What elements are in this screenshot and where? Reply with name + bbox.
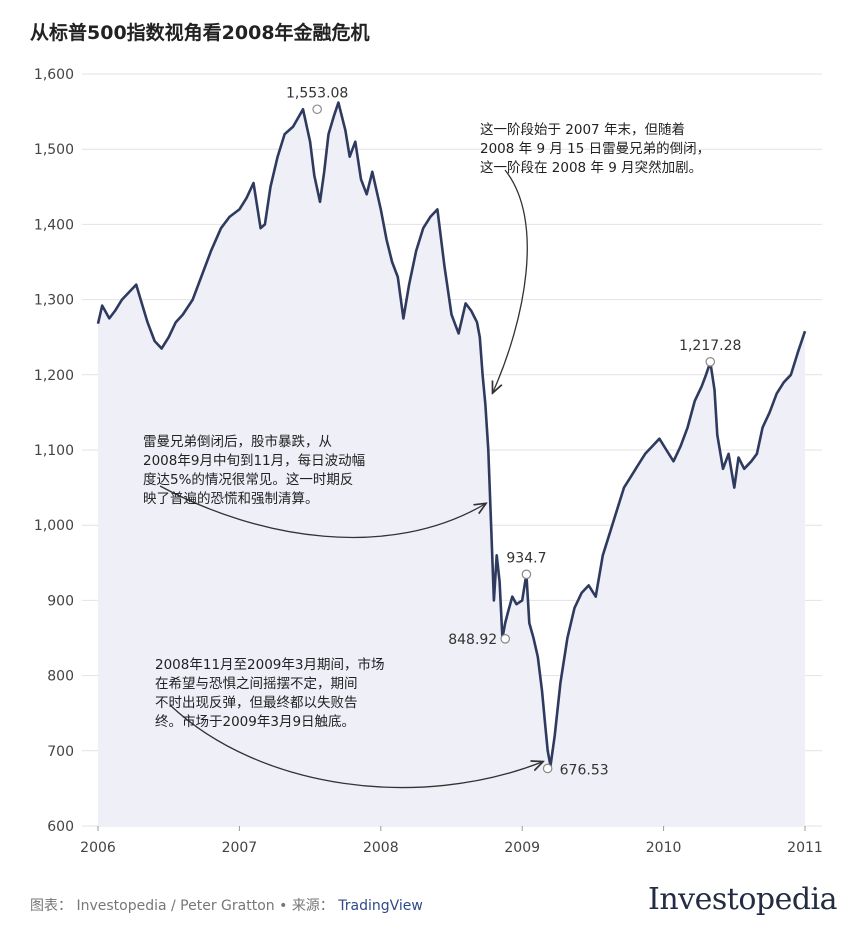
x-tick-label: 2008	[363, 840, 399, 856]
x-tick-label: 2006	[80, 840, 116, 856]
annotation-arrow-1	[493, 169, 528, 392]
x-tick-label: 2009	[504, 840, 540, 856]
y-tick-label: 1,000	[34, 518, 74, 534]
y-tick-label: 900	[47, 593, 74, 609]
annotation-value-label: 1,553.08	[286, 85, 348, 101]
series-area	[98, 102, 805, 827]
annotation-arrow-3	[169, 704, 542, 789]
y-tick-label: 800	[47, 669, 74, 685]
footer-chart-label: 图表：	[30, 898, 72, 914]
investopedia-logo: Investopedia	[648, 882, 838, 917]
annotation-marker	[521, 569, 532, 580]
footer: 图表： Investopedia / Peter Gratton • 来源： T…	[30, 895, 423, 915]
annotation-marker	[312, 104, 322, 115]
chart-title: 从标普500指数视角看2008年金融危机	[30, 22, 370, 44]
x-tick-label: 2010	[646, 840, 682, 856]
y-tick-label: 1,200	[34, 368, 74, 384]
annotation-note-1: 这一阶段始于 2007 年末，但随着 2008 年 9 月 15 日雷曼兄弟的倒…	[480, 122, 711, 176]
chart-canvas: 600 700 800 900 1,000 1,100 1,200 1,300 1,400 1,5…	[34, 67, 823, 856]
y-tick-label: 700	[47, 744, 74, 760]
y-tick-label: 1,600	[34, 67, 74, 83]
y-tick-label: 1,400	[34, 217, 74, 233]
footer-credit: Investopedia / Peter Gratton	[76, 898, 275, 914]
y-tick-label: 600	[47, 819, 74, 835]
y-tick-label: 1,500	[34, 142, 74, 158]
annotation-marker	[705, 357, 716, 367]
x-tick-label: 2007	[222, 840, 258, 856]
series-line	[96, 101, 807, 768]
x-tick-label: 2011	[787, 840, 823, 856]
annotation-value-label: 676.53	[560, 762, 609, 778]
annotation-value-label: 934.7	[506, 550, 546, 566]
annotation-value-label: 848.92	[448, 632, 497, 648]
annotation-note-3: 2008年11月至2009年3月期间，市场 在希望与恐惧之间摇摆不定，期间 不时…	[155, 657, 385, 730]
footer-source-link[interactable]: TradingView	[338, 898, 423, 914]
y-tick-label: 1,100	[34, 443, 74, 459]
footer-separator: •	[279, 898, 288, 914]
annotation-marker	[542, 763, 553, 774]
annotation-marker	[500, 634, 511, 644]
footer-source-label: 来源：	[291, 898, 334, 914]
y-tick-label: 1,300	[34, 293, 74, 309]
annotation-value-label: 1,217.28	[679, 338, 741, 354]
annotation-arrow-2	[159, 485, 485, 539]
annotation-note-2: 雷曼兄弟倒闭后，股市暴跌，从 2008年9月中旬到11月，每日波动幅 度达5%的…	[143, 434, 366, 507]
